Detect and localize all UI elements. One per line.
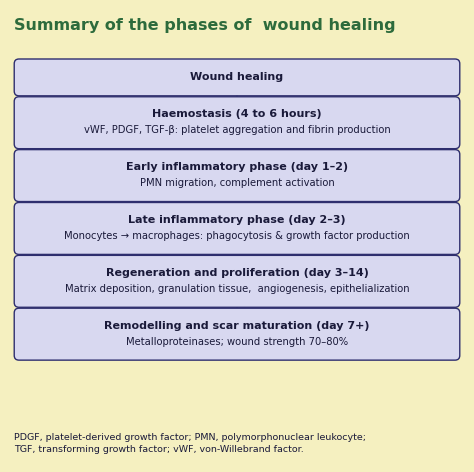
Text: Early inflammatory phase (day 1–2): Early inflammatory phase (day 1–2) <box>126 162 348 172</box>
FancyBboxPatch shape <box>14 150 460 202</box>
Text: Monocytes → macrophages: phagocytosis & growth factor production: Monocytes → macrophages: phagocytosis & … <box>64 231 410 241</box>
Text: vWF, PDGF, TGF-β: platelet aggregation and fibrin production: vWF, PDGF, TGF-β: platelet aggregation a… <box>83 126 391 135</box>
FancyBboxPatch shape <box>14 59 460 96</box>
Text: Late inflammatory phase (day 2–3): Late inflammatory phase (day 2–3) <box>128 215 346 225</box>
FancyBboxPatch shape <box>14 308 460 360</box>
FancyBboxPatch shape <box>14 255 460 307</box>
Text: Wound healing: Wound healing <box>191 72 283 83</box>
Text: Remodelling and scar maturation (day 7+): Remodelling and scar maturation (day 7+) <box>104 320 370 331</box>
Text: Metalloproteinases; wound strength 70–80%: Metalloproteinases; wound strength 70–80… <box>126 337 348 347</box>
FancyBboxPatch shape <box>14 97 460 149</box>
Text: Regeneration and proliferation (day 3–14): Regeneration and proliferation (day 3–14… <box>106 268 368 278</box>
Text: PDGF, platelet-derived growth factor; PMN, polymorphonuclear leukocyte;
TGF, tra: PDGF, platelet-derived growth factor; PM… <box>14 432 366 454</box>
Text: Summary of the phases of  wound healing: Summary of the phases of wound healing <box>14 18 396 33</box>
Text: Haemostasis (4 to 6 hours): Haemostasis (4 to 6 hours) <box>152 109 322 119</box>
FancyBboxPatch shape <box>14 202 460 254</box>
Text: Matrix deposition, granulation tissue,  angiogenesis, epithelialization: Matrix deposition, granulation tissue, a… <box>64 284 410 294</box>
Text: PMN migration, complement activation: PMN migration, complement activation <box>140 178 334 188</box>
